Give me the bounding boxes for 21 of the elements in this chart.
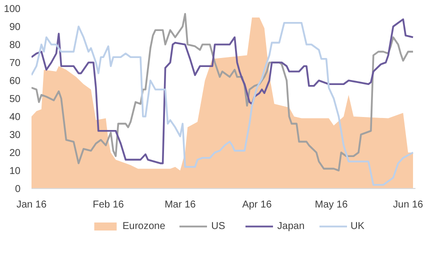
y-tick-label: 80 <box>9 40 21 51</box>
y-tick-label: 90 <box>9 22 21 33</box>
legend-label: Japan <box>277 220 305 232</box>
legend-label: UK <box>350 220 366 232</box>
x-tick-label: Feb 16 <box>92 200 124 210</box>
x-tick-label: Mar 16 <box>164 200 196 210</box>
legend-label: US <box>211 220 226 232</box>
x-tick-label: Jan 16 <box>16 200 47 210</box>
y-tick-label: 40 <box>9 112 21 123</box>
y-tick-label: 50 <box>9 94 21 105</box>
y-tick-label: 100 <box>4 4 21 15</box>
y-tick-label: 60 <box>9 76 21 87</box>
x-tick-label: May 16 <box>314 200 348 210</box>
x-tick-label: Jun 16 <box>393 200 424 210</box>
y-tick-label: 0 <box>14 184 21 195</box>
y-tick-label: 10 <box>9 166 21 177</box>
legend-label: Eurozone <box>122 220 166 232</box>
x-tick-label: Apr 16 <box>242 200 272 210</box>
y-tick-label: 20 <box>9 148 21 159</box>
y-tick-label: 70 <box>9 58 21 69</box>
y-tick-label: 30 <box>9 130 21 141</box>
